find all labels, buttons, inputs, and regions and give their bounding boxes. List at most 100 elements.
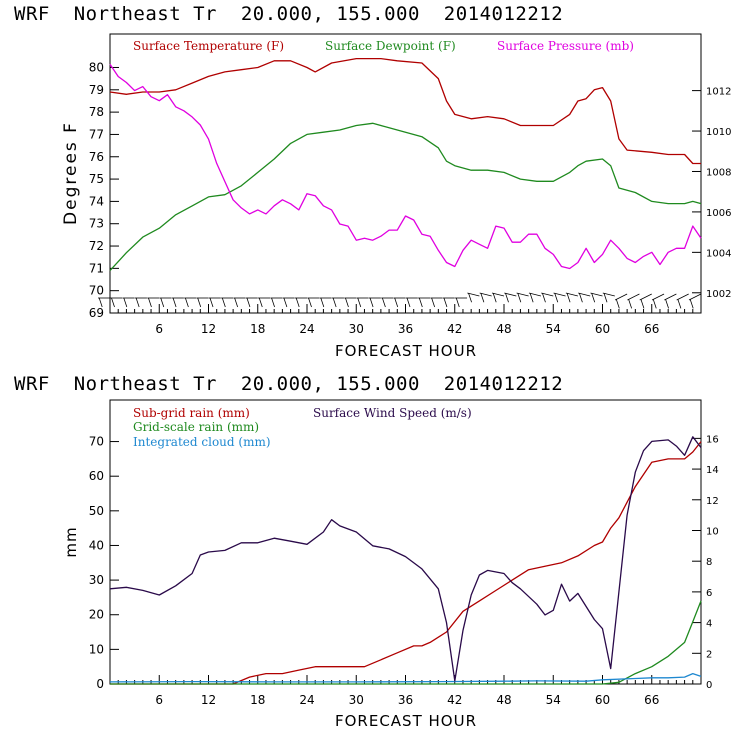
x-tick-label: 12 <box>201 322 216 336</box>
x-tick-label: 18 <box>250 693 265 707</box>
y2-tick-label: 2 <box>706 649 712 660</box>
top-plot-frame <box>109 33 702 314</box>
wind-barb-flag <box>529 293 534 303</box>
x-tick-label: 6 <box>155 693 163 707</box>
wind-barb-staff <box>676 293 689 301</box>
top-series-group <box>109 57 702 272</box>
y-tick-label: 76 <box>89 150 104 164</box>
wind-barb-staff <box>504 292 517 297</box>
wind-barb-staff <box>578 292 591 297</box>
bottom-x-axis-label: FORECAST HOUR <box>335 712 477 730</box>
y-tick-label: 75 <box>89 172 104 186</box>
y2-tick-label: 0 <box>706 680 712 691</box>
sub-grid-rain-mm-line <box>110 441 702 685</box>
y-tick-label: 50 <box>89 504 104 518</box>
wind-barb-flag <box>665 299 669 309</box>
integrated-cloud-mm-line <box>109 672 702 683</box>
y-tick-label: 74 <box>89 194 104 208</box>
wind-barb-flag <box>123 297 128 308</box>
wind-barb-staff <box>491 292 505 297</box>
wind-barb-flag <box>148 297 152 308</box>
wind-barb-flag <box>246 297 251 308</box>
wind-barb-staff <box>602 292 615 297</box>
wind-barb-flag <box>418 297 423 308</box>
x-tick-label: 6 <box>155 322 163 336</box>
wind-barb-flag <box>320 297 325 308</box>
wind-barb-staff <box>627 293 640 301</box>
wind-barb-flag <box>689 299 694 309</box>
y-tick-label: 72 <box>89 239 104 253</box>
legend-gridscale-rain: Grid-scale rain (mm) <box>133 420 259 434</box>
y2-tick-label: 8 <box>706 557 712 568</box>
x-tick-label: 36 <box>398 693 413 707</box>
wind-barb-flag <box>579 293 583 303</box>
surface-wind-speed-m-s-line <box>109 436 702 682</box>
y-tick-label: 79 <box>89 83 104 97</box>
wind-barb-flag <box>357 297 362 308</box>
x-tick-label: 24 <box>299 693 314 707</box>
wind-barb-flag <box>160 297 165 308</box>
wind-barb-staff <box>614 293 628 301</box>
wind-barb-staff <box>664 293 677 301</box>
wind-barb-staff <box>651 293 665 301</box>
x-tick-label: 66 <box>644 693 659 707</box>
wind-barb-flag <box>111 297 115 308</box>
top-chart-title: WRF Northeast Tr 20.000, 155.000 2014012… <box>14 3 563 25</box>
wind-barb-staff <box>479 292 492 297</box>
wind-barb-flag <box>492 293 497 303</box>
y-tick-label: 69 <box>89 306 104 320</box>
x-tick-label: 60 <box>595 693 610 707</box>
wind-barb-flag <box>369 297 374 308</box>
y-tick-label: 30 <box>89 573 104 587</box>
x-tick-label: 30 <box>349 693 364 707</box>
wind-barb-staff <box>590 292 603 297</box>
y2-tick-label: 6 <box>706 588 712 599</box>
y-tick-label: 10 <box>89 642 104 656</box>
legend-surface-temperature: Surface Temperature (F) <box>133 39 284 53</box>
wind-barb-staff <box>541 292 554 297</box>
wind-barb-flag <box>652 299 657 309</box>
x-tick-label: 36 <box>398 322 413 336</box>
x-tick-label: 42 <box>447 693 462 707</box>
wind-barb-flag <box>185 297 189 308</box>
wind-barb-flag <box>258 297 263 308</box>
wind-barb-row <box>98 292 702 309</box>
wind-barb-flag <box>566 293 571 303</box>
x-tick-label: 24 <box>299 322 314 336</box>
top-axis-ticks: 6 12 18 24 30 36 42 48 54 60 66 69 70 71 72 73 74 75 76 77 7… <box>89 60 732 336</box>
wind-barb-flag <box>172 297 177 308</box>
wind-barb-flag <box>382 297 386 308</box>
y2-tick-label: 12 <box>706 496 719 507</box>
wind-barb-flag <box>295 297 300 308</box>
legend-surface-wind-speed: Surface Wind Speed (m/s) <box>313 406 472 420</box>
wind-barb-flag <box>345 297 349 308</box>
y2-tick-label: 1010 <box>706 127 731 138</box>
wind-barb-flag <box>332 297 337 308</box>
wind-barb-flag <box>406 297 411 308</box>
wind-barb-flag <box>455 297 460 308</box>
wind-barb-flag <box>480 293 485 303</box>
wind-barb-flag <box>394 297 399 308</box>
y-tick-label: 0 <box>96 677 104 691</box>
wind-barb-flag <box>271 297 275 308</box>
x-tick-label: 30 <box>349 322 364 336</box>
y2-tick-label: 10 <box>706 526 719 537</box>
wind-barb-flag <box>98 297 103 308</box>
legend-integrated-cloud: Integrated cloud (mm) <box>133 435 271 449</box>
wind-barb-flag <box>591 293 596 303</box>
wind-barb-flag <box>640 299 645 309</box>
y-tick-label: 78 <box>89 105 104 119</box>
wind-barb-flag <box>197 297 202 308</box>
wind-barb-flag <box>505 293 509 303</box>
x-tick-label: 48 <box>496 322 511 336</box>
x-tick-label: 42 <box>447 322 462 336</box>
wind-barb-flag <box>283 297 288 308</box>
y-tick-label: 73 <box>89 217 104 231</box>
y2-tick-label: 1008 <box>706 167 731 178</box>
y2-tick-label: 4 <box>706 619 712 630</box>
wind-barb-staff <box>553 292 566 297</box>
bottom-chart-title: WRF Northeast Tr 20.000, 155.000 2014012… <box>14 373 563 395</box>
surface-dewpoint-f-line <box>109 122 702 272</box>
surface-pressure-mb-line <box>109 63 702 270</box>
y2-tick-label: 1006 <box>706 208 731 219</box>
